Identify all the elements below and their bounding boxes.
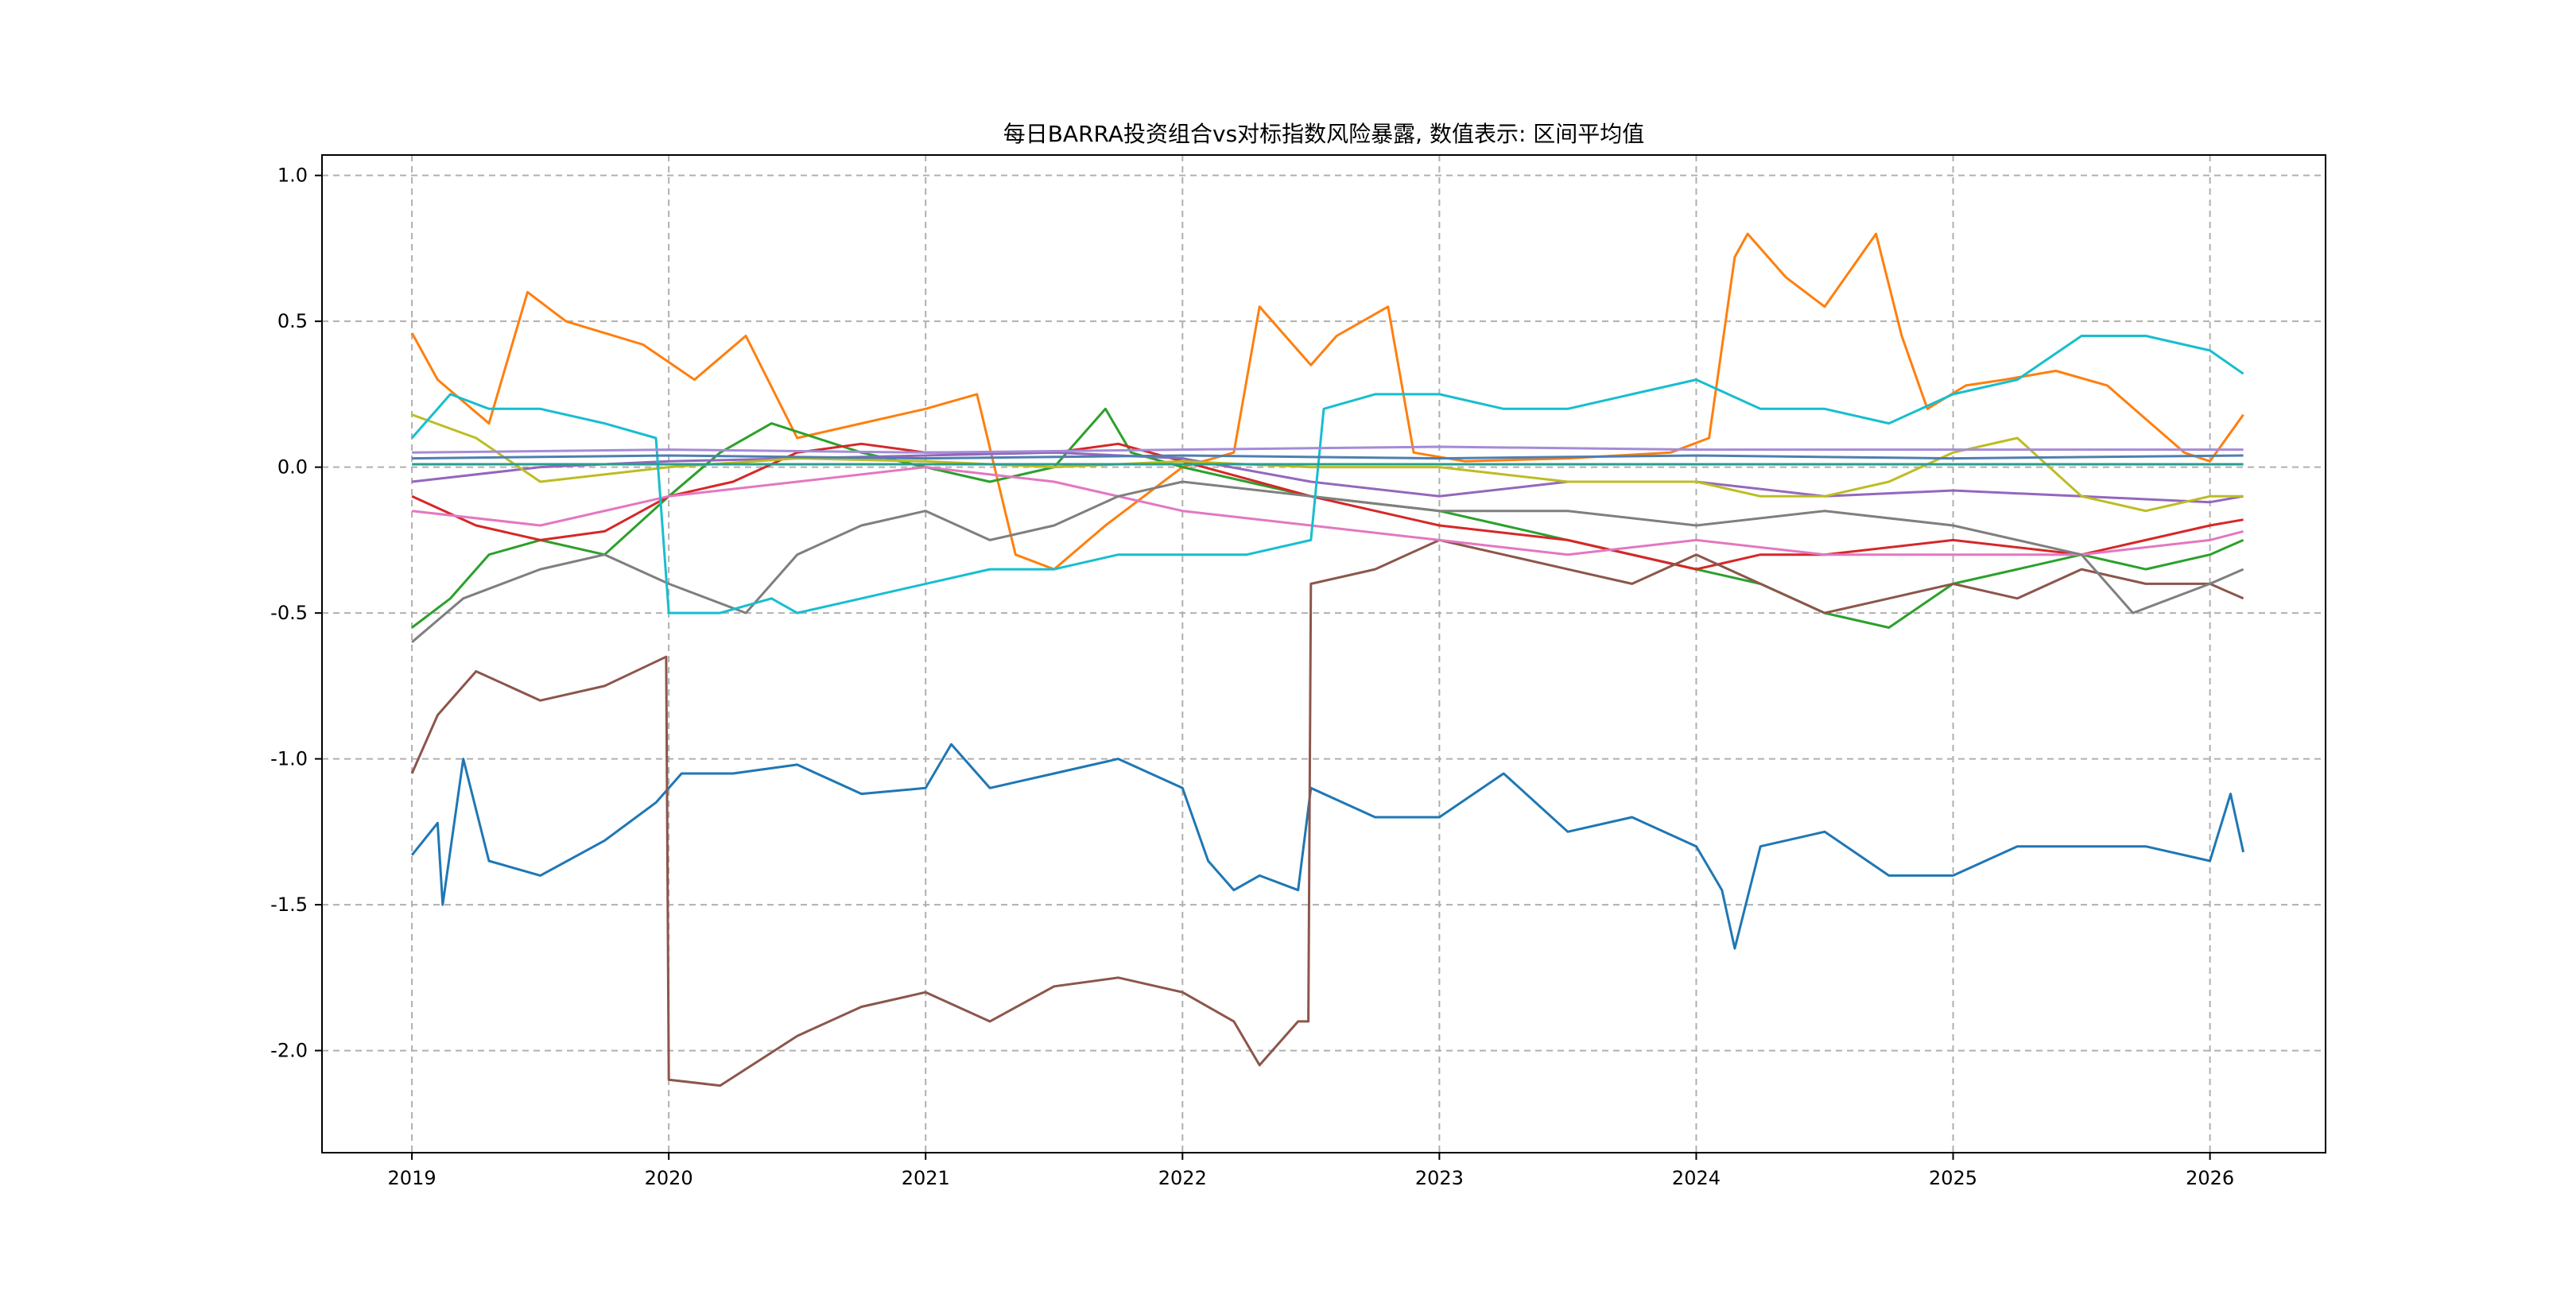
y-tick-label: 0.0 — [277, 456, 308, 479]
x-tick-label: 2023 — [1415, 1167, 1464, 1189]
chart-title: 每日BARRA投资组合vs对标指数风险暴露, 数值表示: 区间平均值 — [1003, 121, 1645, 147]
x-tick-label: 2025 — [1929, 1167, 1977, 1189]
x-tick-label: 2026 — [2186, 1167, 2234, 1189]
x-tick-label: 2024 — [1672, 1167, 1721, 1189]
y-tick-label: -2.0 — [270, 1040, 308, 1062]
x-tick-label: 2020 — [645, 1167, 693, 1189]
series-green-line — [411, 407, 2244, 629]
series-gray-line — [411, 480, 2244, 643]
series-lilac-line — [412, 445, 2244, 454]
series-pink-line — [411, 466, 2244, 556]
y-tick-label: -1.5 — [270, 894, 308, 916]
tick-layer: 2019 2020 2021 2022 2023 2024 2025 2026 1.0 0.5 0.… — [270, 165, 2234, 1189]
y-tick-label: -1.0 — [270, 748, 308, 770]
series-steel-line — [412, 454, 2244, 460]
series-blue-line — [410, 742, 2245, 950]
series-purple-line — [411, 451, 2244, 504]
series-layer — [410, 232, 2245, 1087]
x-tick-label: 2019 — [388, 1167, 436, 1189]
y-tick-label: 1.0 — [277, 165, 308, 187]
x-tick-label: 2021 — [902, 1167, 950, 1189]
y-tick-label: -0.5 — [270, 602, 308, 624]
y-tick-label: 0.5 — [277, 310, 308, 332]
x-tick-label: 2022 — [1158, 1167, 1207, 1189]
series-red-line — [411, 442, 2244, 571]
series-brown-line — [410, 538, 2244, 1087]
plot-frame — [321, 154, 2326, 1153]
series-cyan-line — [410, 335, 2244, 614]
